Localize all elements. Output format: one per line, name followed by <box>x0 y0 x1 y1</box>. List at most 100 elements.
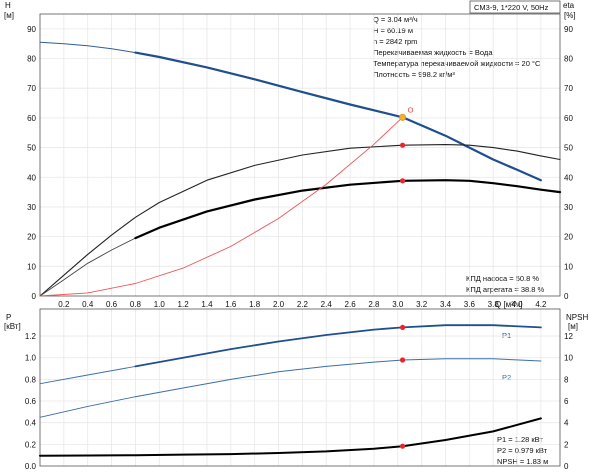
x-tick-label: 2.6 <box>345 300 357 309</box>
model-title-box <box>469 0 561 14</box>
info-line-density: Плотность = 998.2 кг/м³ <box>373 70 455 79</box>
top-left-tick-label: 70 <box>27 84 36 93</box>
efficiency-marker <box>399 178 406 184</box>
x-tick-label: 3.0 <box>392 300 404 309</box>
duty-point-marker <box>399 113 407 121</box>
top-right-tick-label: 90 <box>564 25 573 34</box>
head-thin-curve <box>39 41 136 54</box>
x-tick-label: 1.4 <box>201 300 213 309</box>
eta-unit-thin-curve <box>39 237 136 297</box>
x-tick-label: 2.0 <box>273 300 285 309</box>
bottom-left-tick-label: 0.2 <box>25 440 37 449</box>
bottom-left-tick-label: 1.2 <box>25 332 37 341</box>
p2-result: P2 = 0.979 кВт <box>497 446 548 455</box>
top-right-tick-label: 60 <box>564 114 573 123</box>
bottom-left-tick-label: 1.0 <box>25 354 37 363</box>
x-tick-label: 3.4 <box>440 300 452 309</box>
x-tick-label: 2.8 <box>368 300 380 309</box>
bottom-right-axis-symbol: NPSH <box>566 313 588 322</box>
NPSH-curve <box>39 417 542 457</box>
x-tick-label: 2.2 <box>297 300 309 309</box>
eta-pump-curve <box>39 144 561 297</box>
bottom-left-tick-label: 0.6 <box>25 397 37 406</box>
top-right-tick-label: 40 <box>564 173 573 182</box>
top-left-tick-label: 80 <box>27 55 36 64</box>
top-left-tick-label: 0 <box>32 292 37 301</box>
head-bold-curve <box>134 51 543 182</box>
x-tick-label: 3.2 <box>416 300 428 309</box>
bottom-left-tick-label: 0.0 <box>25 462 37 471</box>
x-tick-label: 3.8 <box>488 300 500 309</box>
bottom-right-tick-label: 6 <box>564 397 569 406</box>
pump-efficiency-label: КПД насоса = 50.8 % <box>466 274 539 283</box>
x-tick-label: 0.8 <box>130 300 142 309</box>
P1-thin-curve <box>39 365 136 385</box>
top-left-tick-label: 30 <box>27 203 36 212</box>
eta-unit-bold-curve <box>134 179 562 240</box>
top-right-axis-unit: [%] <box>564 11 576 20</box>
top-plot-frame <box>39 13 561 297</box>
info-line-h: H = 60.19 м <box>373 26 413 35</box>
info-line-liquid: Перекачиваемая жидкость = Вода <box>373 48 493 57</box>
bottom-right-tick-label: 0 <box>564 462 569 471</box>
p1-result: P1 = 1.28 кВт <box>497 435 543 444</box>
bottom-left-axis-symbol: P <box>6 313 11 322</box>
info-line-q: Q = 3.04 м³/ч <box>373 15 418 24</box>
x-tick-label: 1.6 <box>225 300 237 309</box>
x-tick-label: 0.4 <box>82 300 94 309</box>
top-right-tick-label: 0 <box>564 292 569 301</box>
info-line-n: n = 2842 rpm <box>373 37 417 46</box>
P2-thin-curve <box>39 396 136 418</box>
top-left-tick-label: 10 <box>27 262 36 271</box>
top-right-axis-symbol: eta <box>563 1 575 10</box>
top-left-tick-label: 40 <box>27 173 36 182</box>
P1-bold-curve <box>134 324 542 368</box>
bottom-right-tick-label: 8 <box>564 375 569 384</box>
P2-bold-curve <box>134 358 542 398</box>
p1-series-label: P1 <box>502 331 511 340</box>
top-left-tick-label: 60 <box>27 114 36 123</box>
info-line-temp: Температура перекачиваемой жидкости = 20… <box>373 59 541 68</box>
x-tick-label: 0.6 <box>106 300 118 309</box>
top-right-tick-label: 30 <box>564 203 573 212</box>
efficiency-marker <box>399 142 406 148</box>
system-curve-curve <box>39 116 404 297</box>
p2-series-label: P2 <box>502 373 511 382</box>
top-left-axis-symbol: H <box>5 1 11 10</box>
x-tick-label: 4.0 <box>512 300 524 309</box>
power-marker <box>399 443 406 449</box>
duty-point-label: O <box>408 105 414 114</box>
bottom-right-tick-label: 10 <box>564 354 573 363</box>
model-title: CM3-9, 1*220 V, 50Hz <box>474 3 549 12</box>
npsh-result: NPSH = 1.83 м <box>497 457 548 466</box>
unit-efficiency-label: КПД агрегата = 38.8 % <box>466 285 544 294</box>
x-tick-label: 2.4 <box>321 300 333 309</box>
top-right-tick-label: 10 <box>564 262 573 271</box>
x-tick-label: 0.2 <box>58 300 70 309</box>
bottom-right-tick-label: 12 <box>564 332 573 341</box>
bottom-right-tick-label: 2 <box>564 440 569 449</box>
top-left-axis-unit: [м] <box>4 11 14 20</box>
bottom-right-tick-label: 4 <box>564 419 569 428</box>
x-tick-label: 1.2 <box>178 300 190 309</box>
power-marker <box>399 324 406 331</box>
bottom-plot-frame <box>39 308 561 467</box>
top-left-tick-label: 20 <box>27 233 36 242</box>
x-tick-label: 1.8 <box>249 300 261 309</box>
power-marker <box>399 357 406 363</box>
top-left-tick-label: 50 <box>27 144 36 153</box>
bottom-left-tick-label: 0.8 <box>25 375 37 384</box>
x-tick-label: 4.2 <box>535 300 547 309</box>
top-right-tick-label: 70 <box>564 84 573 93</box>
top-right-tick-label: 80 <box>564 55 573 64</box>
bottom-left-tick-label: 0.4 <box>25 419 37 428</box>
x-tick-label: 3.6 <box>464 300 476 309</box>
x-tick-label: 1.0 <box>154 300 166 309</box>
bottom-left-axis-unit: [кВт] <box>4 322 21 331</box>
bottom-right-axis-unit: [м] <box>568 322 578 331</box>
top-left-tick-label: 90 <box>27 25 36 34</box>
x-axis-unit: Q [м³/ч] <box>495 300 522 309</box>
top-right-tick-label: 50 <box>564 144 573 153</box>
